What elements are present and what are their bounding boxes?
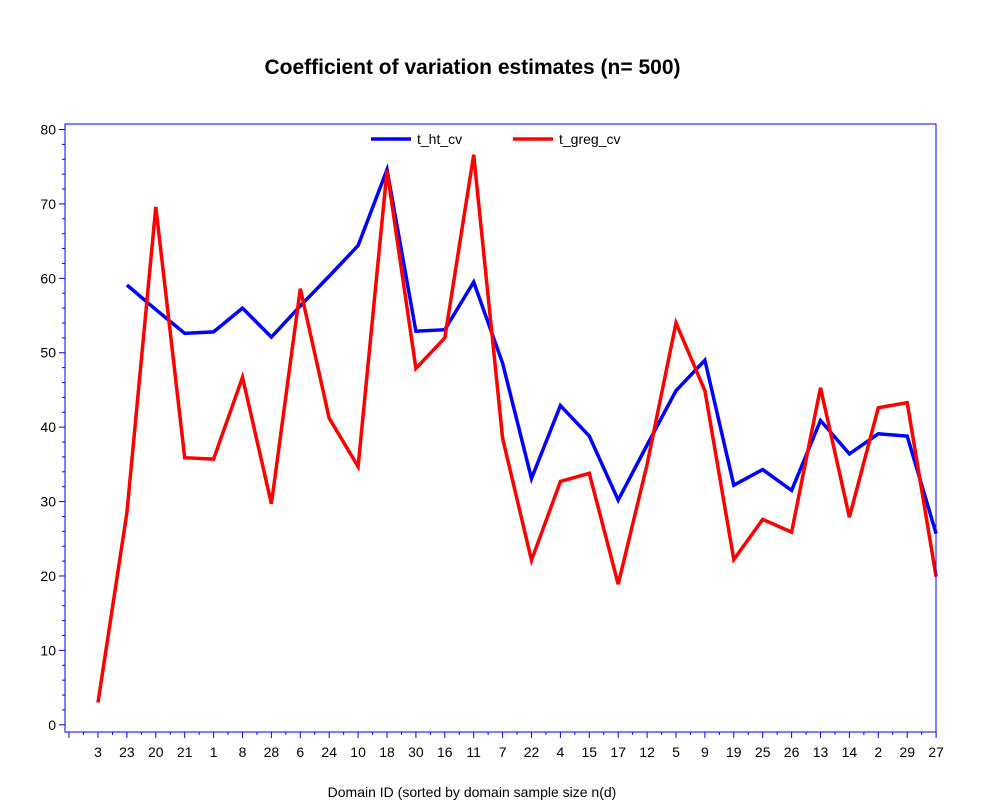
series-lines bbox=[96, 154, 938, 703]
series-line-t-greg-cv bbox=[96, 154, 938, 703]
x-tick-label: 17 bbox=[610, 744, 626, 760]
x-tick-label: 28 bbox=[264, 744, 280, 760]
x-tick-label: 23 bbox=[119, 744, 135, 760]
y-tick-label: 40 bbox=[40, 419, 56, 435]
legend-label: t_ht_cv bbox=[417, 131, 462, 147]
x-tick-label: 6 bbox=[296, 744, 304, 760]
y-tick-label: 60 bbox=[40, 270, 56, 286]
x-tick-label: 30 bbox=[408, 744, 424, 760]
x-tick-label: 2 bbox=[874, 744, 882, 760]
x-tick-label: 18 bbox=[379, 744, 395, 760]
x-tick-label: 1 bbox=[210, 744, 218, 760]
y-tick-label: 20 bbox=[40, 568, 56, 584]
y-tick-label: 30 bbox=[40, 494, 56, 510]
x-tick-label: 29 bbox=[899, 744, 915, 760]
x-tick-label: 12 bbox=[639, 744, 655, 760]
x-tick-label: 15 bbox=[582, 744, 598, 760]
series-line-t-ht-cv bbox=[125, 163, 938, 535]
x-tick-label: 11 bbox=[466, 744, 481, 760]
legend-label: t_greg_cv bbox=[559, 131, 620, 147]
x-tick-label: 13 bbox=[813, 744, 829, 760]
y-tick-label: 70 bbox=[40, 196, 56, 212]
x-tick-label: 21 bbox=[177, 744, 193, 760]
x-tick-label: 19 bbox=[726, 744, 742, 760]
x-tick-label: 26 bbox=[784, 744, 800, 760]
x-tick-label: 10 bbox=[350, 744, 366, 760]
y-tick-label: 10 bbox=[40, 642, 56, 658]
x-tick-label: 27 bbox=[928, 744, 944, 760]
x-tick-label: 5 bbox=[672, 744, 680, 760]
y-tick-label: 80 bbox=[40, 122, 56, 138]
x-tick-label: 16 bbox=[437, 744, 453, 760]
legend: t_ht_cv t_greg_cv bbox=[371, 131, 620, 147]
x-tick-label: 4 bbox=[557, 744, 565, 760]
x-tick-label: 7 bbox=[499, 744, 507, 760]
y-tick-label: 0 bbox=[48, 717, 56, 733]
x-axis-label: Domain ID (sorted by domain sample size … bbox=[328, 784, 617, 800]
x-tick-label: 20 bbox=[148, 744, 164, 760]
y-tick-label: 50 bbox=[40, 345, 56, 361]
x-tick-label: 22 bbox=[524, 744, 540, 760]
x-tick-label: 14 bbox=[842, 744, 858, 760]
x-tick-label: 8 bbox=[239, 744, 247, 760]
x-tick-label: 25 bbox=[755, 744, 771, 760]
x-tick-label: 9 bbox=[701, 744, 709, 760]
plot-frame bbox=[64, 123, 937, 733]
x-tick-label: 3 bbox=[94, 744, 102, 760]
x-tick-label: 24 bbox=[321, 744, 337, 760]
chart-title: Coefficient of variation estimates (n= 5… bbox=[264, 56, 681, 79]
